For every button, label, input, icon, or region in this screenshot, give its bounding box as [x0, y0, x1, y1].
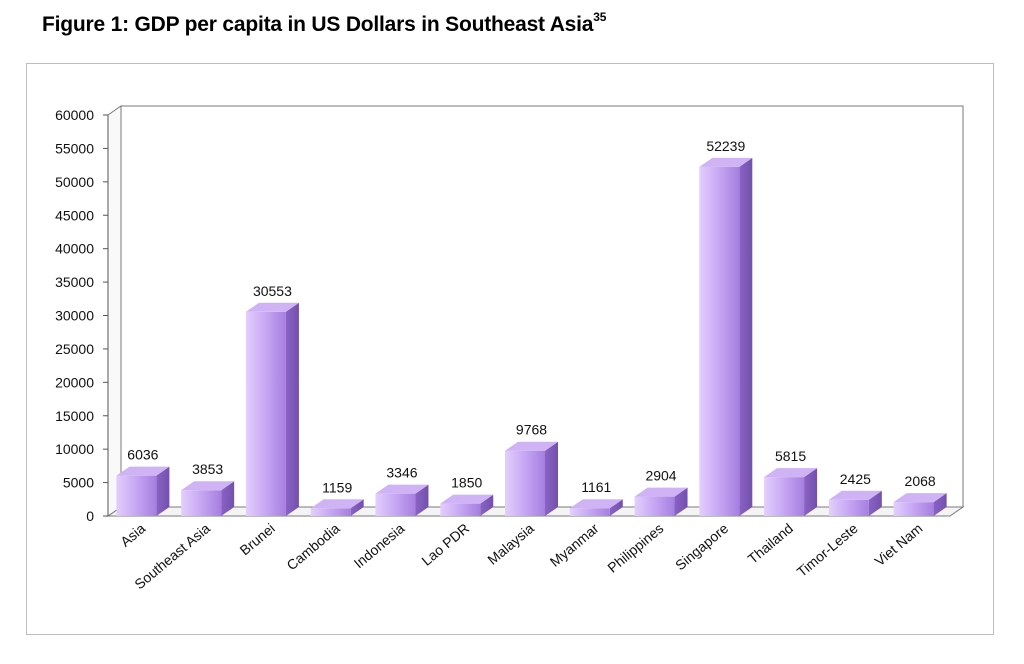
x-tick-label: Brunei: [237, 520, 278, 558]
bar-top: [116, 466, 170, 476]
bar: 1161: [569, 479, 623, 516]
bar-front: [634, 496, 675, 516]
y-tick-label: 10000: [55, 441, 94, 457]
bar-front: [116, 475, 157, 516]
data-label: 1159: [322, 479, 352, 495]
x-tick-label: Singapore: [672, 520, 731, 573]
bar: 2068: [893, 473, 947, 516]
data-label: 9768: [516, 422, 547, 438]
y-tick-label: 60000: [55, 107, 94, 123]
y-tick-label: 30000: [55, 308, 94, 324]
bar-top: [569, 499, 623, 509]
bar-side: [933, 493, 947, 516]
y-tick-label: 25000: [55, 341, 94, 357]
bar: 30553: [245, 283, 299, 516]
x-tick-label: Thailand: [745, 520, 796, 567]
x-tick-label: Lao PDR: [418, 520, 472, 569]
figure-title: Figure 1: GDP per capita in US Dollars i…: [42, 10, 607, 37]
bar: 6036: [116, 447, 170, 516]
bar-front: [375, 493, 416, 516]
bar: 9768: [505, 422, 558, 516]
data-label: 1850: [451, 475, 482, 491]
bar: 2904: [634, 468, 688, 516]
bar-front: [893, 502, 934, 516]
data-label: 2425: [840, 471, 871, 487]
y-tick-label: 45000: [55, 207, 94, 223]
data-label: 1161: [581, 479, 611, 495]
data-label: 3853: [192, 461, 223, 477]
bar-front: [440, 503, 481, 516]
chart-frame: [26, 63, 994, 635]
x-tick-label: Myanmar: [547, 520, 602, 570]
bar-side: [221, 481, 235, 516]
bar-front: [569, 508, 610, 516]
bar-front: [764, 477, 805, 516]
data-label: 3346: [386, 465, 417, 481]
data-label: 2904: [645, 468, 676, 484]
x-tick-label: Timor-Leste: [794, 520, 861, 580]
bar: 3346: [375, 465, 429, 516]
bar-side: [545, 441, 558, 516]
bar-top: [764, 468, 818, 478]
bar-front: [828, 499, 869, 516]
bar-top: [699, 157, 753, 167]
bar-top: [310, 499, 364, 509]
bars: 6036 3853 30553 1159 3346 1850 9768 1161 2904 522…: [116, 138, 947, 516]
bar-top: [181, 481, 235, 491]
bar-front: [310, 508, 351, 516]
y-tick-label: 40000: [55, 241, 94, 257]
bar-side: [480, 494, 494, 516]
bar-front: [505, 450, 545, 516]
x-tick-label: Malaysia: [484, 520, 537, 568]
bar: 52239: [699, 138, 753, 516]
data-label: 30553: [253, 283, 292, 299]
x-tick-label: Asia: [117, 520, 148, 550]
bar-top: [634, 487, 688, 497]
side-wall: [107, 105, 122, 517]
footnote-ref: 35: [593, 10, 607, 24]
bar-front: [699, 166, 740, 516]
bar-top: [828, 490, 882, 500]
bar: 5815: [764, 448, 818, 516]
bar-side: [350, 499, 364, 516]
y-tick-label: 55000: [55, 140, 94, 156]
bar-top: [893, 493, 947, 503]
data-label: 5815: [775, 448, 806, 464]
x-tick-label: Philippines: [604, 520, 666, 576]
bar-top: [245, 302, 299, 312]
data-label: 2068: [905, 473, 936, 489]
y-tick-label: 50000: [55, 174, 94, 190]
bar-side: [804, 468, 818, 516]
bar-side: [285, 302, 299, 516]
bar: 2425: [828, 471, 882, 516]
figure-title-text: Figure 1: GDP per capita in US Dollars i…: [42, 13, 594, 36]
y-tick-label: 15000: [55, 408, 94, 424]
y-tick-label: 0: [86, 508, 94, 524]
bar-top: [375, 484, 429, 494]
bar-side: [156, 466, 170, 516]
bar-top: [440, 494, 494, 504]
bar-front: [181, 490, 222, 516]
bar: 1850: [440, 475, 494, 516]
x-tick-label: Cambodia: [283, 520, 342, 573]
bar-side: [739, 157, 753, 516]
bar-side: [674, 487, 688, 516]
y-axis: 0 5000 10000 15000 20000 25000 30000 35000 40000…: [55, 107, 109, 524]
bar-front: [245, 311, 286, 516]
bar-side: [415, 484, 429, 516]
y-tick-label: 20000: [55, 374, 94, 390]
y-tick-label: 35000: [55, 274, 94, 290]
x-tick-label: Indonesia: [351, 520, 408, 571]
y-tick-label: 5000: [63, 475, 94, 491]
x-tick-label: Viet Nam: [871, 520, 925, 569]
bar: 1159: [310, 479, 364, 516]
bar: 3853: [181, 461, 235, 516]
bar-side: [609, 499, 623, 516]
bar-top: [505, 441, 558, 451]
bar-side: [868, 490, 882, 516]
data-label: 6036: [127, 447, 158, 463]
data-label: 52239: [706, 138, 745, 154]
